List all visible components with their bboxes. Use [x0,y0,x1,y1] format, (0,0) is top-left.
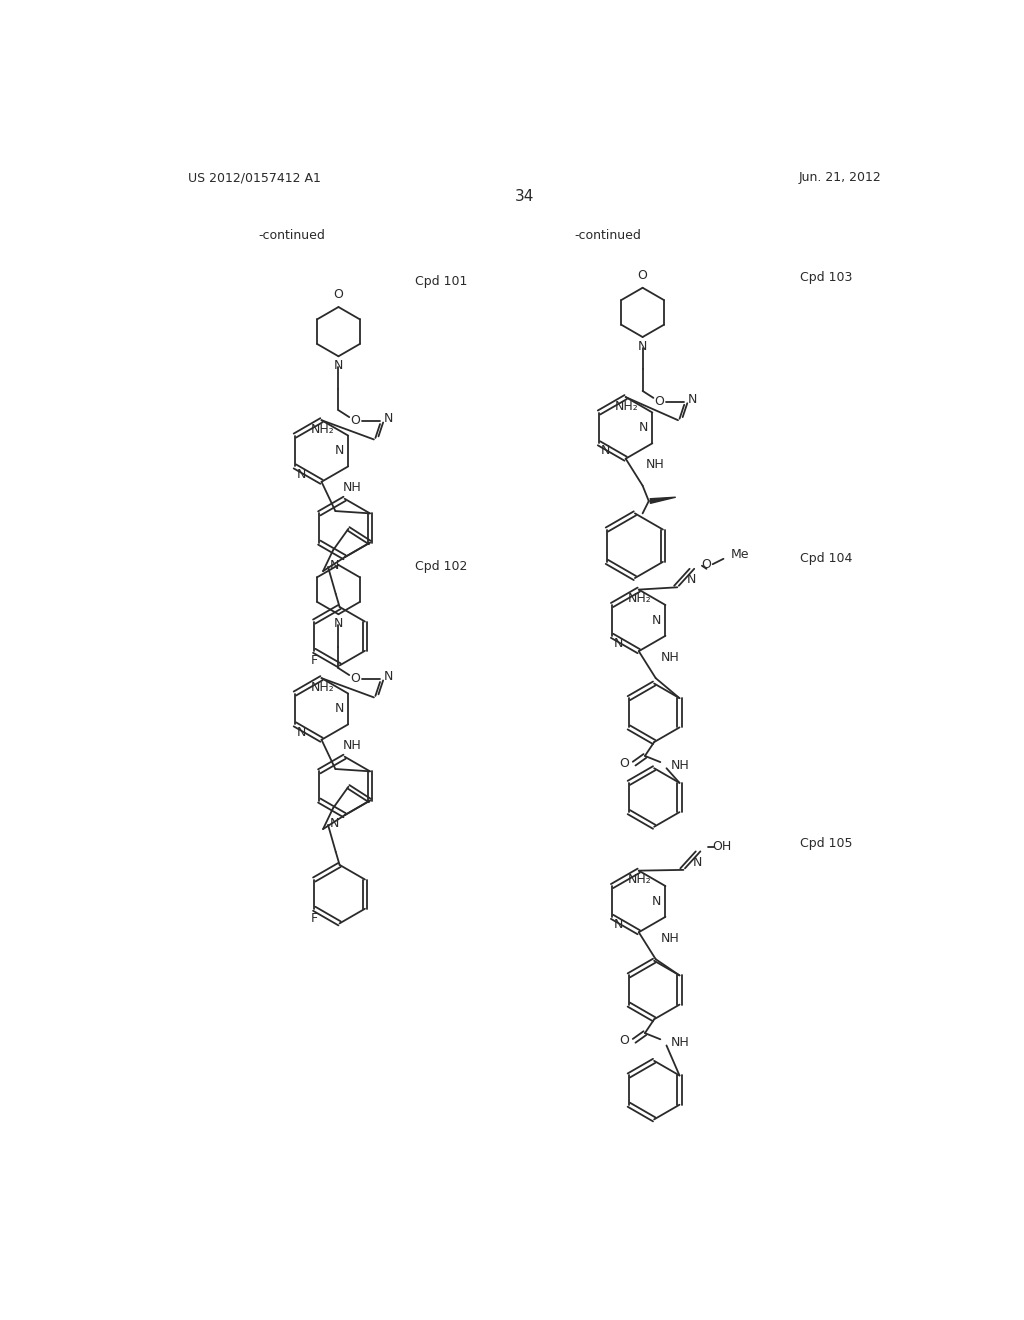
Text: NH: NH [343,739,361,752]
Text: Cpd 105: Cpd 105 [801,837,853,850]
Text: Cpd 102: Cpd 102 [416,560,468,573]
Text: N: N [334,445,344,458]
Text: NH: NH [671,759,690,772]
Text: O: O [334,288,343,301]
Text: N: N [296,467,306,480]
Text: -continued: -continued [574,228,641,242]
Text: NH₂: NH₂ [628,593,651,606]
Text: N: N [296,726,306,739]
Text: N: N [651,895,660,908]
Text: N: N [330,817,339,830]
Text: OH: OH [713,841,732,853]
Text: NH: NH [646,458,665,471]
Text: NH₂: NH₂ [310,422,334,436]
Text: 34: 34 [515,189,535,205]
Text: O: O [638,268,647,281]
Text: N: N [600,445,610,458]
Text: N: N [651,614,660,627]
Text: N: N [384,412,393,425]
Text: US 2012/0157412 A1: US 2012/0157412 A1 [188,172,322,185]
Text: N: N [613,638,623,649]
Text: NH: NH [660,932,679,945]
Polygon shape [650,498,676,503]
Text: N: N [384,671,393,684]
Text: N: N [692,855,702,869]
Text: N: N [330,558,339,572]
Text: O: O [701,557,712,570]
Text: Cpd 101: Cpd 101 [416,275,468,288]
Text: F: F [310,912,317,924]
Text: NH: NH [671,1036,690,1049]
Text: N: N [638,421,648,434]
Text: Cpd 103: Cpd 103 [801,271,853,284]
Text: NH₂: NH₂ [310,681,334,694]
Text: N: N [686,573,695,586]
Text: O: O [654,395,665,408]
Text: O: O [620,758,630,770]
Text: O: O [350,672,360,685]
Text: NH₂: NH₂ [614,400,639,413]
Text: N: N [613,917,623,931]
Text: O: O [350,414,360,428]
Text: NH: NH [660,651,679,664]
Text: O: O [620,1035,630,1047]
Text: N: N [638,341,647,354]
Text: N: N [334,359,343,372]
Text: NH₂: NH₂ [628,874,651,887]
Text: NH: NH [343,482,361,495]
Text: N: N [334,618,343,631]
Text: Me: Me [731,548,750,561]
Text: -continued: -continued [259,228,326,242]
Text: Cpd 104: Cpd 104 [801,552,853,565]
Text: N: N [688,393,697,407]
Text: F: F [310,653,317,667]
Text: N: N [334,702,344,715]
Text: Jun. 21, 2012: Jun. 21, 2012 [799,172,882,185]
